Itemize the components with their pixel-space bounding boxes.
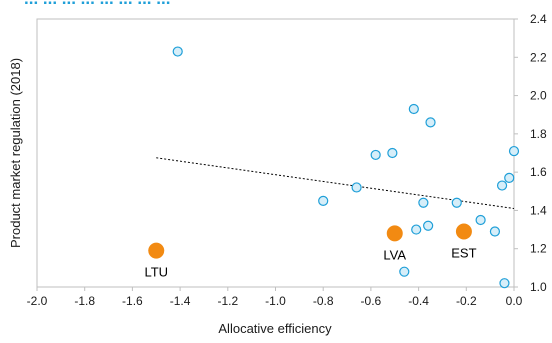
- highlight-point: [148, 242, 165, 259]
- data-point: [425, 117, 436, 128]
- data-point: [499, 278, 510, 289]
- data-point: [370, 149, 381, 161]
- y-tick-label: 1.4: [530, 203, 547, 217]
- data-points: [148, 46, 520, 289]
- x-tick-label: -1.4: [170, 294, 191, 308]
- x-tick-label: -0.2: [456, 294, 477, 308]
- x-tick-label: -2.0: [27, 294, 48, 308]
- y-tick-label: 2.4: [530, 12, 547, 26]
- x-tick-label: -0.4: [408, 294, 429, 308]
- x-tick-label: -0.6: [361, 294, 382, 308]
- x-tick-label: 0.0: [506, 294, 523, 308]
- data-point: [399, 266, 410, 277]
- point-labels: LTU LVA EST: [144, 245, 476, 279]
- data-point: [408, 103, 419, 115]
- data-point: [318, 195, 329, 206]
- data-point: [423, 220, 434, 231]
- highlight-point-label: EST: [451, 245, 476, 260]
- data-point: [351, 182, 362, 193]
- plot-frame: [36, 18, 515, 288]
- y-tick-label: 1.0: [530, 280, 547, 294]
- data-point: [504, 172, 515, 183]
- y-axis-ticks: 1.0 1.2 1.4 1.6 1.8 2.0 2.2 2.4: [514, 12, 547, 294]
- data-point: [489, 226, 501, 237]
- x-axis-ticks: -2.0 -1.8 -1.6 -1.4 -1.2 -1.0 -0.8 -0.6 -0.4 -0.2…: [27, 287, 523, 308]
- y-tick-label: 1.2: [530, 242, 547, 256]
- x-tick-label: -0.8: [313, 294, 334, 308]
- x-tick-label: -1.0: [265, 294, 286, 308]
- data-point: [496, 180, 508, 191]
- data-point: [418, 197, 429, 208]
- x-axis-title: Allocative efficiency: [218, 321, 332, 336]
- x-tick-label: -1.6: [122, 294, 143, 308]
- highlight-point-label: LVA: [383, 247, 406, 262]
- highlight-point: [386, 225, 403, 242]
- y-tick-label: 1.8: [530, 127, 547, 141]
- data-point: [172, 46, 183, 57]
- data-point: [411, 224, 422, 235]
- x-tick-label: -1.8: [74, 294, 95, 308]
- y-tick-label: 1.6: [530, 165, 547, 179]
- data-point: [508, 145, 520, 157]
- chart-title: ... ... ... ... ... ... ... ...: [24, 0, 170, 8]
- highlight-point: [455, 223, 472, 240]
- y-tick-label: 2.0: [530, 89, 547, 103]
- x-tick-label: -1.2: [217, 294, 238, 308]
- y-axis-title: Product market regulation (2018): [8, 58, 23, 248]
- data-point: [451, 197, 462, 208]
- data-point: [475, 214, 486, 226]
- highlight-point-label: LTU: [144, 265, 168, 280]
- y-tick-label: 2.2: [530, 50, 547, 64]
- data-point: [387, 147, 398, 159]
